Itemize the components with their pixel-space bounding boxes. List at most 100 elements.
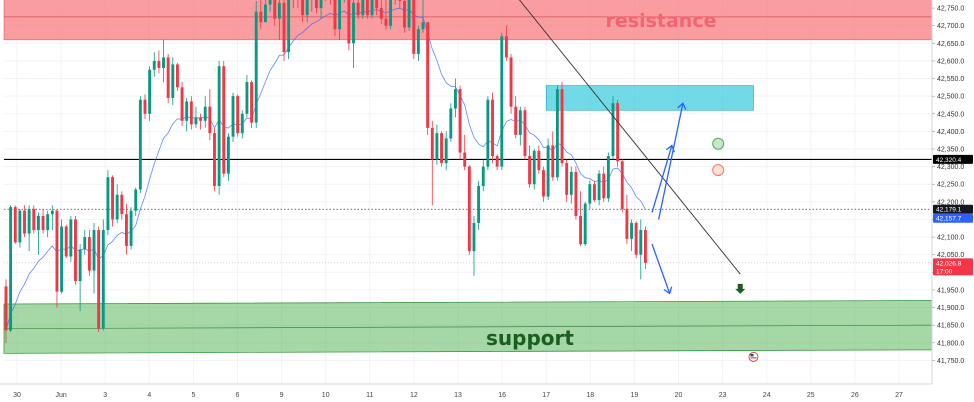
chart-drawings xyxy=(518,0,759,362)
price-tick-label: 41,950.0 xyxy=(937,287,964,294)
candle-body xyxy=(593,184,596,201)
candlesticks xyxy=(4,0,647,343)
price-tick-label: 42,100.0 xyxy=(937,235,964,242)
moving-average-line xyxy=(5,7,646,331)
candle-body xyxy=(361,0,365,16)
candle-body xyxy=(9,207,13,331)
price-label-badge xyxy=(933,154,973,164)
price-tick-label: 42,300.0 xyxy=(937,164,964,171)
price-tick-label: 42,600.0 xyxy=(937,58,964,65)
candle-body xyxy=(92,230,96,271)
candle-body xyxy=(356,2,360,16)
candle-body xyxy=(166,57,170,98)
price-label-text: 42,179.1 xyxy=(936,207,962,214)
projection-arrowhead xyxy=(677,102,687,110)
candle-body xyxy=(495,156,499,167)
support-midline xyxy=(3,324,933,330)
candle-body xyxy=(338,0,342,30)
candle-body xyxy=(120,194,124,215)
candle-body xyxy=(4,286,8,331)
candle-body xyxy=(319,0,323,9)
candle-body xyxy=(403,1,406,28)
candle-body xyxy=(449,108,453,139)
candle-body xyxy=(129,210,133,246)
time-tick-label: 24 xyxy=(763,392,771,399)
price-tick-label: 42,700.0 xyxy=(937,23,964,30)
candle-body xyxy=(231,96,235,137)
candle-body xyxy=(115,194,119,220)
candle-body xyxy=(273,0,277,19)
candle-body xyxy=(175,64,179,88)
candle-body xyxy=(13,207,17,243)
projection-path xyxy=(658,103,684,220)
candle-body xyxy=(458,89,462,153)
candle-body xyxy=(282,2,286,53)
candle-body xyxy=(60,226,64,292)
time-tick-label: 25 xyxy=(807,392,815,399)
candle-body xyxy=(528,156,532,185)
candle-body xyxy=(277,2,281,19)
candle-body xyxy=(314,0,318,9)
candle-body xyxy=(384,18,388,26)
candle-body xyxy=(125,214,128,246)
candle-body xyxy=(74,219,77,282)
candle-body xyxy=(565,163,569,195)
candle-body xyxy=(264,4,267,23)
candle-body xyxy=(36,215,40,231)
time-tick-label: 20 xyxy=(675,392,683,399)
red-circle-marker xyxy=(712,164,725,177)
price-tick-label: 42,500.0 xyxy=(937,94,964,101)
time-tick-label: 13 xyxy=(454,392,462,399)
candle-body xyxy=(333,0,337,30)
candle-body xyxy=(398,0,402,2)
candle-body xyxy=(407,0,411,28)
candle-body xyxy=(370,0,374,16)
time-tick-label: 12 xyxy=(410,392,418,399)
candle-body xyxy=(180,87,184,121)
candle-body xyxy=(32,208,36,231)
candle-body xyxy=(579,215,582,245)
price-tick-label: 41,750.0 xyxy=(937,358,964,365)
horizontal-levels xyxy=(4,158,932,264)
candle-body xyxy=(301,0,304,16)
candle-body xyxy=(111,177,114,220)
candle-body xyxy=(504,36,508,58)
time-tick-label: 4 xyxy=(147,392,151,399)
candle-body xyxy=(222,66,226,174)
candle-body xyxy=(101,230,105,329)
support-label: support xyxy=(486,326,574,350)
candle-body xyxy=(106,177,110,231)
candle-body xyxy=(27,208,31,234)
projection-arrowhead xyxy=(663,286,673,295)
candle-body xyxy=(379,8,383,19)
price-label-text: 17:00 xyxy=(936,268,953,275)
candle-body xyxy=(430,127,434,160)
candle-body xyxy=(444,138,448,164)
candle-body xyxy=(421,22,425,30)
candle-body xyxy=(138,99,142,190)
candle-body xyxy=(463,152,467,167)
candle-body xyxy=(481,166,485,186)
candle-body xyxy=(148,69,152,114)
projection-path xyxy=(651,145,673,213)
candle-body xyxy=(226,136,230,174)
candle-body xyxy=(625,208,629,239)
candle-body xyxy=(412,0,416,54)
candle-body xyxy=(454,89,457,109)
candle-body xyxy=(560,89,564,164)
projection-path xyxy=(651,243,671,294)
green-circle-marker xyxy=(712,137,725,150)
candle-body xyxy=(569,171,573,195)
candle-body xyxy=(41,215,45,231)
candle-body xyxy=(616,103,620,162)
time-tick-label: 23 xyxy=(719,392,727,399)
candle-body xyxy=(467,166,471,252)
candle-body xyxy=(542,170,545,197)
candle-body xyxy=(426,22,430,128)
candle-body xyxy=(486,99,490,167)
price-tick-label: 42,050.0 xyxy=(937,252,964,259)
candle-body xyxy=(208,106,212,134)
candle-body xyxy=(287,0,291,53)
candle-body xyxy=(245,82,249,114)
trendline xyxy=(518,0,741,275)
